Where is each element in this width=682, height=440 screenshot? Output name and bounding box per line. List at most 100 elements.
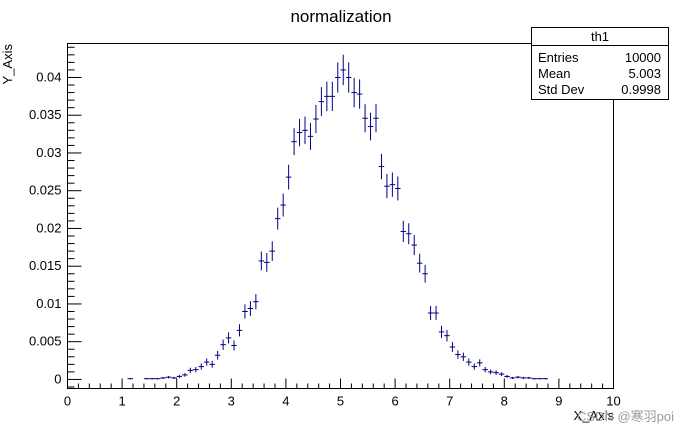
data-point [324, 81, 330, 111]
data-point [384, 174, 390, 199]
x-tick-label: 2 [173, 394, 180, 409]
data-point [526, 376, 532, 379]
data-point [220, 339, 226, 350]
data-point [291, 128, 297, 156]
stats-entries-label: Entries [538, 50, 579, 65]
data-point [455, 350, 461, 359]
y-tick-label: 0.03 [36, 145, 61, 160]
y-tick-label: 0 [54, 371, 61, 386]
data-point [296, 118, 303, 147]
data-point [509, 376, 516, 379]
data-point [318, 87, 325, 117]
data-point [171, 376, 177, 379]
data-point [498, 372, 505, 377]
data-point [411, 235, 417, 256]
data-point [193, 366, 199, 373]
data-point [165, 375, 172, 379]
stats-stddev-label: Std Dev [538, 82, 585, 97]
data-point [345, 62, 352, 93]
x-tick-label: 3 [228, 394, 235, 409]
data-point [427, 305, 434, 321]
data-point [258, 251, 265, 271]
data-point [460, 352, 467, 361]
data-point [406, 223, 412, 245]
x-axis-label: X_Axis [574, 408, 615, 423]
x-tick-label: 7 [446, 394, 453, 409]
y-tick-label: 0.02 [36, 220, 61, 235]
x-tick-label: 6 [391, 394, 398, 409]
y-tick-label: 0.005 [29, 334, 62, 349]
x-tick-label: 0 [64, 394, 71, 409]
y-tick-label: 0.04 [36, 69, 61, 84]
data-point [127, 377, 134, 380]
data-point [307, 122, 314, 150]
data-point [378, 153, 385, 180]
y-tick-label: 0.01 [36, 296, 61, 311]
data-point [351, 77, 357, 108]
x-tick-label: 8 [501, 394, 508, 409]
data-point [302, 116, 308, 145]
data-point [422, 264, 428, 283]
data-point [198, 363, 204, 370]
data-point [264, 253, 270, 272]
x-tick-label: 5 [337, 394, 344, 409]
data-point [367, 112, 374, 141]
data-point [477, 359, 483, 367]
data-point [269, 241, 275, 261]
data-point [253, 294, 259, 310]
data-point [466, 358, 472, 366]
watermark-text: CSDN @寒羽poi [577, 409, 674, 424]
data-points [127, 54, 548, 380]
x-tick-label: 1 [118, 394, 125, 409]
data-point [231, 340, 237, 351]
data-point [187, 367, 194, 374]
data-point [285, 164, 292, 190]
stats-mean-value: 5.003 [628, 66, 661, 81]
data-point [329, 81, 336, 111]
data-point [182, 373, 188, 377]
stats-stddev-value: 0.9998 [621, 82, 661, 97]
data-point [149, 377, 155, 380]
data-point [537, 377, 543, 380]
data-point [247, 301, 254, 316]
data-point [335, 62, 341, 93]
data-point [400, 220, 407, 243]
data-point [274, 207, 281, 230]
data-point [209, 360, 215, 368]
data-point [482, 366, 488, 373]
data-point [280, 193, 286, 217]
data-point [515, 375, 521, 379]
stats-mean-label: Mean [538, 66, 571, 81]
data-point [395, 176, 401, 201]
data-point [471, 363, 477, 370]
y-tick-label: 0.025 [29, 183, 62, 198]
data-point [160, 376, 166, 379]
stats-entries-value: 10000 [625, 50, 661, 65]
stats-box-frame [531, 27, 669, 100]
y-tick-label: 0.035 [29, 107, 62, 122]
data-point [493, 370, 499, 375]
y-axis-label: Y_Axis [0, 44, 15, 85]
data-point [531, 377, 538, 380]
data-point [449, 341, 456, 352]
data-point [362, 104, 368, 133]
stats-box-title: th1 [591, 29, 609, 44]
data-point [356, 79, 363, 109]
y-tick-label: 0.015 [29, 258, 62, 273]
data-point [143, 377, 150, 380]
x-tick-label: 4 [282, 394, 289, 409]
data-point [373, 104, 379, 133]
data-point [416, 253, 423, 273]
x-tick-label: 10 [606, 394, 620, 409]
data-point [389, 172, 396, 197]
y-axis-ticks: 0 0.005 0.01 0.015 0.02 0.025 0.03 0.035 0.04 [29, 46, 82, 388]
stats-box: th1 Entries 10000 Mean 5.003 Std Dev 0.9… [531, 27, 669, 100]
data-point [225, 332, 232, 344]
data-point [444, 329, 450, 342]
data-point [236, 324, 243, 337]
data-point [176, 374, 183, 378]
data-point [154, 377, 161, 380]
data-point [340, 54, 346, 86]
